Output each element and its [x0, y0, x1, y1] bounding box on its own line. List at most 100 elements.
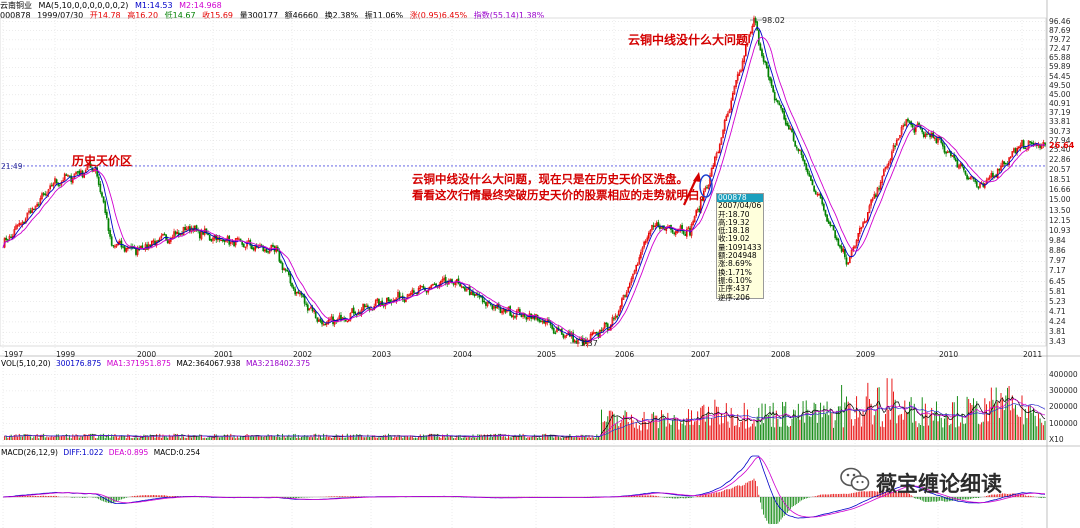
candle-body [321, 320, 323, 325]
candle-body [985, 179, 988, 183]
candle-body [738, 72, 741, 76]
candle-body [112, 244, 115, 247]
quote-volume: 量300177 [239, 11, 279, 20]
candle-body [319, 318, 322, 322]
candle-body [638, 257, 641, 264]
candle-body [1003, 161, 1006, 165]
candle-body [943, 145, 946, 153]
volume-tick-label: X10 [1049, 435, 1064, 444]
candle-body [247, 240, 250, 242]
candle-body [754, 18, 757, 23]
price-tick-label: 33.81 [1049, 117, 1071, 127]
candle-body [624, 295, 626, 297]
quote-open: 开14.78 [89, 11, 121, 20]
candle-body [962, 166, 965, 171]
candle-body [577, 339, 579, 344]
candle-body [278, 251, 281, 262]
candle-body [878, 188, 880, 190]
candle-body [163, 233, 166, 236]
candle-body [735, 80, 737, 87]
candle-body [951, 155, 954, 157]
candle-body [483, 300, 486, 303]
candle-body [65, 174, 68, 176]
candle-body [554, 332, 557, 334]
candle-body [302, 295, 304, 297]
candle-body [715, 153, 718, 159]
candle-body [97, 176, 100, 185]
quote-date: 1999/07/30 [37, 11, 84, 20]
candle-body [778, 102, 781, 106]
candle-body [76, 171, 79, 173]
candle-body [386, 298, 388, 303]
candle-body [552, 327, 555, 334]
candle-body [611, 317, 614, 327]
candle-body [625, 292, 628, 297]
candle-body [1011, 151, 1014, 157]
popup-turnover: 换:1.71% [718, 267, 752, 277]
candle-body [397, 292, 399, 298]
candle-body [187, 226, 190, 229]
candle-body [600, 330, 603, 332]
candle-body [493, 306, 495, 309]
candle-body [649, 229, 652, 235]
candle-body [941, 142, 944, 147]
price-tick-label: 45.00 [1049, 89, 1071, 99]
price-tick-label: 87.69 [1049, 25, 1071, 35]
candle-body [854, 245, 856, 249]
candle-body [756, 21, 759, 31]
candle-body [627, 287, 630, 293]
candle-body [465, 289, 468, 292]
candle-body [355, 314, 358, 316]
low-price-label: 3.37 [580, 339, 598, 348]
candle-body [184, 227, 186, 231]
candle-body [617, 310, 620, 316]
year-label: 2003 [372, 350, 392, 359]
candle-body [525, 316, 528, 320]
candle-body [176, 231, 179, 235]
macd-value: MACD:0.254 [153, 448, 201, 457]
candle-body [900, 126, 903, 135]
candle-body [814, 190, 817, 195]
popup-amount: 额:204948 [718, 251, 757, 261]
candle-body [33, 208, 35, 211]
candle-body [902, 125, 905, 128]
candle-body [314, 311, 317, 319]
wechat-icon [840, 467, 870, 491]
candle-body [239, 238, 242, 242]
candle-body [520, 314, 523, 318]
candle-body [749, 31, 752, 35]
candle-body [405, 299, 407, 302]
candle-body [695, 210, 698, 217]
quote-turnover: 换2.38% [324, 11, 359, 20]
candle-body [977, 186, 980, 189]
candle-body [190, 227, 193, 232]
candle-body [338, 315, 341, 320]
volume-def: VOL(5,10,20) [1, 359, 51, 368]
candle-body [628, 283, 631, 288]
candle-body [538, 319, 541, 322]
year-label: 1999 [56, 350, 76, 359]
candle-body [862, 222, 864, 227]
candle-body [294, 288, 297, 295]
candle-body [921, 128, 924, 133]
candle-body [254, 246, 256, 251]
candle-body [332, 316, 334, 325]
candle-body [881, 175, 884, 183]
candle-body [791, 128, 793, 133]
candle-body [102, 196, 105, 203]
volume-ma2: MA2:364067.938 [176, 359, 241, 368]
candle-body [682, 230, 685, 234]
candle-body [761, 49, 763, 57]
candle-body [781, 108, 784, 113]
candle-body [408, 294, 410, 296]
candle-body [710, 167, 713, 177]
candle-body [731, 93, 734, 101]
candle-body [883, 169, 885, 177]
candle-body [792, 132, 795, 141]
year-label: 2005 [537, 350, 557, 359]
candle-body [748, 34, 750, 43]
quote-index: 指数(55.14)1.38% [473, 11, 545, 20]
candle-body [831, 224, 833, 227]
candle-body [281, 262, 284, 270]
